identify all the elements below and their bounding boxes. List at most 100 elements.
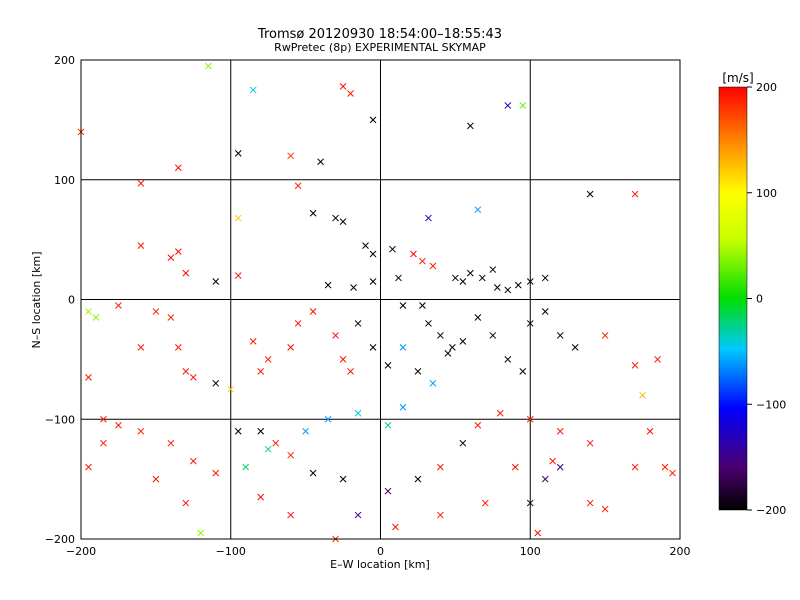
data-point-x: [414, 475, 422, 483]
data-point-x: [639, 391, 646, 399]
data-point-x: [549, 457, 557, 465]
colorbar-tick-label: 200: [756, 81, 777, 94]
data-point-x: [429, 379, 437, 387]
data-point-x: [474, 206, 482, 214]
data-point-x: [481, 499, 489, 507]
data-point-x: [489, 266, 497, 273]
data-point-x: [234, 150, 242, 157]
data-point-x: [534, 529, 542, 537]
data-point-x: [309, 209, 317, 217]
chart-subtitle: RwPretec (8p) EXPERIMENTAL SKYMAP: [274, 41, 486, 54]
colorbar: [718, 86, 748, 511]
data-point-x: [347, 367, 354, 375]
data-point-x: [474, 421, 482, 429]
data-point-x: [212, 469, 220, 477]
data-point-x: [646, 427, 654, 435]
data-point-x: [264, 445, 272, 453]
data-point-x: [152, 308, 160, 315]
data-point-x: [167, 314, 175, 321]
x-tick-label: 0: [377, 545, 384, 558]
data-point-x: [264, 356, 272, 363]
data-point-x: [399, 302, 407, 309]
data-point-x: [392, 523, 399, 531]
y-tick-label: 100: [54, 174, 75, 187]
data-point-x: [496, 409, 504, 417]
colorbar-tick-label: −100: [756, 398, 786, 411]
data-point-x: [182, 499, 190, 507]
data-point-x: [354, 409, 362, 417]
plot-frame: [80, 59, 681, 540]
data-point-x: [493, 284, 501, 291]
data-point-x: [339, 475, 347, 483]
data-point-x: [631, 463, 639, 471]
data-point-x: [324, 415, 332, 423]
data-point-x: [395, 274, 402, 282]
data-point-x: [449, 344, 456, 351]
data-point-x: [541, 308, 549, 315]
data-point-x: [257, 367, 265, 375]
data-point-x: [212, 278, 220, 285]
data-point-x: [115, 421, 122, 429]
data-point-x: [354, 320, 362, 327]
data-point-x: [631, 190, 639, 198]
data-point-x: [514, 281, 522, 289]
data-point-x: [137, 179, 145, 187]
data-point-x: [137, 427, 145, 435]
data-point-x: [227, 385, 235, 393]
data-point-x: [249, 86, 257, 94]
data-point-x: [85, 373, 92, 381]
data-point-x: [197, 529, 205, 537]
data-point-x: [287, 152, 295, 160]
data-point-x: [212, 379, 220, 387]
data-point-x: [294, 320, 302, 327]
colorbar-tick-label: 0: [756, 293, 763, 306]
data-point-x: [389, 245, 396, 253]
data-point-x: [309, 469, 317, 477]
data-point-x: [586, 499, 594, 507]
data-point-x: [234, 214, 242, 222]
data-point-x: [399, 344, 407, 351]
data-point-x: [654, 356, 661, 363]
data-point-x: [100, 439, 107, 447]
data-point-x: [586, 439, 594, 447]
data-point-x: [339, 218, 347, 226]
x-axis-ticks: −200 −100 0 100 200: [66, 545, 691, 558]
x-tick-label: −100: [216, 545, 246, 558]
data-point-x: [100, 415, 107, 423]
data-point-x: [302, 427, 309, 435]
colorbar-tick-label: −200: [756, 504, 786, 517]
data-point-x: [541, 475, 549, 483]
data-point-x: [174, 248, 182, 255]
data-point-x: [317, 158, 324, 166]
data-point-x: [92, 314, 100, 321]
data-point-x: [272, 439, 280, 447]
data-point-x: [437, 332, 444, 339]
data-point-x: [419, 302, 426, 309]
data-point-x: [414, 367, 422, 375]
data-point-x: [526, 415, 534, 423]
data-point-x: [350, 284, 357, 291]
data-point-x: [519, 367, 527, 375]
data-point-x: [354, 511, 362, 519]
data-points: [77, 62, 676, 543]
data-point-x: [257, 493, 265, 501]
data-point-x: [249, 338, 257, 345]
data-point-x: [339, 356, 347, 363]
data-point-x: [287, 511, 295, 519]
data-point-x: [459, 278, 467, 285]
data-point-x: [369, 344, 377, 351]
data-point-x: [85, 308, 92, 315]
data-point-x: [526, 320, 534, 327]
data-point-x: [459, 338, 467, 345]
data-point-x: [526, 499, 534, 507]
chart-title: Tromsø 20120930 18:54:00–18:55:43: [257, 27, 502, 42]
data-point-x: [519, 102, 527, 109]
y-tick-label: 0: [68, 294, 75, 307]
data-point-x: [410, 250, 417, 258]
data-point-x: [152, 475, 160, 483]
data-point-x: [661, 463, 669, 471]
data-point-x: [556, 332, 564, 339]
y-tick-label: −100: [45, 413, 75, 426]
data-point-x: [182, 269, 190, 277]
